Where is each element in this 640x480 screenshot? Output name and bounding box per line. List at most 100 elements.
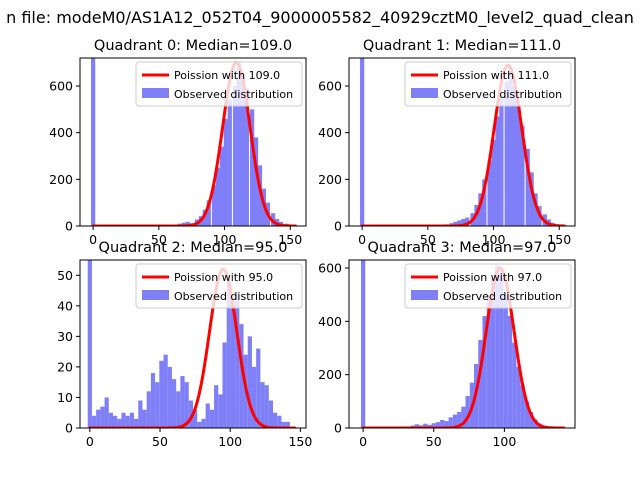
legend-label-poisson: Poission with 95.0 bbox=[174, 271, 273, 284]
y-tick-label: 400 bbox=[49, 125, 73, 140]
histogram-bar bbox=[520, 385, 525, 428]
y-tick-label: 600 bbox=[318, 261, 342, 276]
subplot-quadrant-3: 0 50 100 0 200 400 600 Quadrant 3: Median=97.0 P… bbox=[318, 240, 576, 449]
histogram-bar bbox=[240, 76, 246, 226]
histogram-bar bbox=[223, 118, 228, 226]
histogram-bar bbox=[465, 217, 470, 226]
plot-area bbox=[87, 260, 297, 428]
legend-label-observed: Observed distribution bbox=[443, 290, 562, 303]
histogram-bar bbox=[108, 412, 113, 428]
histogram-bar bbox=[91, 415, 97, 428]
histogram-bar bbox=[431, 423, 436, 428]
histogram-bar bbox=[482, 316, 487, 428]
histogram-bar bbox=[91, 58, 96, 226]
y-tick-label: 200 bbox=[49, 172, 73, 187]
histogram-bar bbox=[268, 400, 274, 428]
histogram-bar bbox=[512, 342, 517, 428]
histogram-bar bbox=[516, 366, 521, 428]
histogram-bar bbox=[452, 414, 458, 428]
histogram-bar bbox=[507, 316, 513, 428]
legend: Poission with 97.0 Observed distribution bbox=[404, 263, 572, 309]
x-tick-label: 150 bbox=[547, 232, 571, 247]
plot-area bbox=[360, 58, 566, 226]
histogram-bar bbox=[508, 67, 513, 226]
histogram-bar bbox=[533, 193, 538, 226]
histogram-bar bbox=[117, 418, 122, 428]
histogram-bar bbox=[232, 86, 238, 226]
histogram-bar bbox=[167, 366, 172, 428]
histogram-bar bbox=[478, 193, 483, 226]
histogram-bar bbox=[244, 88, 249, 226]
subplot-title: Quadrant 3: Median=97.0 bbox=[368, 240, 557, 256]
histogram-bar bbox=[218, 394, 223, 428]
histogram-bar bbox=[253, 137, 259, 226]
histogram-bar bbox=[529, 412, 534, 428]
x-tick-label: 0 bbox=[359, 434, 367, 449]
histogram-bar bbox=[520, 125, 525, 226]
histogram-bar bbox=[104, 397, 109, 428]
histogram-bar bbox=[226, 281, 231, 428]
histogram-bar bbox=[146, 391, 151, 428]
x-tick-label: 50 bbox=[151, 232, 167, 247]
histogram-bar bbox=[414, 424, 419, 428]
poisson-fit-line bbox=[360, 63, 566, 226]
histogram-bar bbox=[100, 406, 105, 428]
axes-frame bbox=[348, 57, 576, 227]
y-tick-label: 30 bbox=[57, 329, 73, 344]
histogram-bar bbox=[435, 422, 441, 428]
y-tick-label: 400 bbox=[318, 314, 342, 329]
legend-label-poisson: Poission with 111.0 bbox=[443, 69, 549, 82]
histogram-bar bbox=[180, 376, 185, 428]
histogram-bar bbox=[482, 179, 487, 226]
x-tick-label: 100 bbox=[482, 232, 506, 247]
histogram-bar bbox=[361, 260, 366, 428]
legend-box bbox=[135, 263, 303, 309]
histogram-bar bbox=[457, 412, 462, 428]
y-tick-label: 600 bbox=[49, 79, 73, 94]
histogram-bar bbox=[227, 100, 232, 226]
histogram-bar bbox=[499, 95, 504, 226]
histogram-bar bbox=[235, 293, 240, 428]
subplot-title: Quadrant 1: Median=111.0 bbox=[363, 38, 561, 54]
x-tick-label: 150 bbox=[288, 434, 312, 449]
histogram-bar bbox=[176, 391, 181, 428]
x-tick-label: 0 bbox=[89, 232, 97, 247]
histogram-bar bbox=[256, 348, 261, 428]
histogram-bar bbox=[285, 421, 290, 428]
histogram-bar bbox=[495, 116, 500, 226]
histogram-bar bbox=[193, 409, 198, 428]
y-tick-label: 0 bbox=[334, 421, 342, 436]
histogram-bar bbox=[504, 81, 509, 226]
subplot-quadrant-1: 0 50 100 150 0 200 400 600 Quadrant 1: Median=11… bbox=[318, 38, 576, 247]
plot-area bbox=[91, 58, 297, 226]
histogram-bar bbox=[495, 265, 500, 428]
histogram-bar bbox=[236, 62, 242, 226]
x-tick-label: 150 bbox=[278, 232, 302, 247]
histogram-bar bbox=[448, 417, 453, 428]
histogram-bar bbox=[181, 222, 186, 226]
legend-label-poisson: Poission with 109.0 bbox=[174, 69, 280, 82]
histogram-bar bbox=[260, 382, 265, 428]
legend-bar-swatch bbox=[142, 88, 169, 98]
y-tick-label: 600 bbox=[318, 79, 342, 94]
histogram-bar bbox=[487, 160, 492, 226]
histogram-bar bbox=[142, 409, 147, 428]
y-tick-label: 50 bbox=[57, 268, 73, 283]
histogram-bar bbox=[281, 421, 286, 428]
histogram-bar bbox=[499, 273, 504, 428]
histogram-bar bbox=[247, 336, 252, 428]
axes-frame bbox=[79, 259, 307, 429]
histogram-bar bbox=[138, 400, 143, 428]
y-tick-label: 0 bbox=[65, 219, 73, 234]
histogram-bar bbox=[503, 294, 508, 428]
histogram-bar bbox=[87, 260, 92, 428]
histogram-bar bbox=[112, 415, 118, 428]
x-tick-label: 50 bbox=[420, 232, 436, 247]
histogram-bar bbox=[427, 424, 432, 428]
histogram-bar bbox=[273, 412, 278, 428]
histogram-bar bbox=[184, 382, 189, 428]
y-tick-label: 200 bbox=[318, 367, 342, 382]
y-tick-label: 400 bbox=[318, 125, 342, 140]
